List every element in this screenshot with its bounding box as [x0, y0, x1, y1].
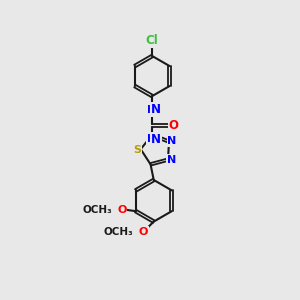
Text: S: S [133, 145, 141, 155]
Text: O: O [138, 227, 148, 237]
Text: N: N [151, 133, 161, 146]
Text: N: N [167, 136, 177, 146]
Text: Cl: Cl [146, 34, 159, 47]
Text: O: O [117, 205, 127, 214]
Text: N: N [167, 155, 176, 165]
Text: H: H [147, 134, 156, 144]
Text: OCH₃: OCH₃ [104, 227, 134, 237]
Text: OCH₃: OCH₃ [83, 205, 112, 214]
Text: N: N [151, 103, 161, 116]
Text: H: H [147, 105, 156, 115]
Text: O: O [169, 119, 179, 132]
